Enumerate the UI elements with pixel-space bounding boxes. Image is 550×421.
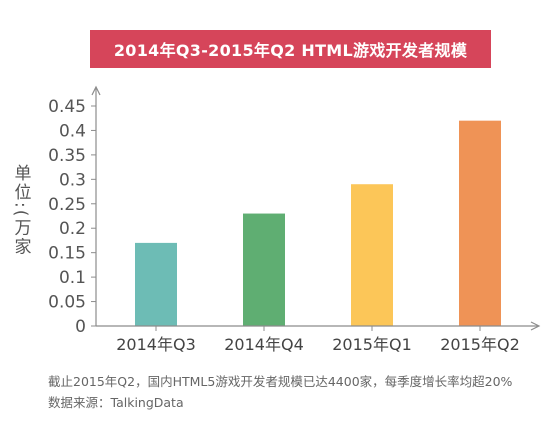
- chart-title: 2014年Q3-2015年Q2 HTML游戏开发者规模: [113, 41, 468, 60]
- title-banner: 2014年Q3-2015年Q2 HTML游戏开发者规模: [90, 30, 491, 68]
- x-tick-label: 2014年Q4: [224, 335, 304, 354]
- x-tick-label: 2015年Q1: [332, 335, 412, 354]
- y-tick-label: 0.05: [48, 293, 86, 313]
- x-tick-label: 2014年Q3: [116, 335, 196, 354]
- y-axis-ticks: 0 0.05 0.1 0.15 0.2 0.25 0.3 0.35 0.4 0.45: [48, 97, 96, 337]
- y-tick-label: 0: [75, 317, 86, 337]
- x-tick-label: 2015年Q2: [440, 335, 520, 354]
- y-tick-label: 0.4: [59, 121, 86, 141]
- bar: [459, 120, 501, 327]
- axes: [91, 85, 541, 331]
- bar: [243, 213, 285, 326]
- x-axis-arrow: [530, 321, 541, 331]
- bars: [135, 120, 501, 327]
- bar: [351, 184, 393, 326]
- x-axis-tick-labels: 2014年Q3 2014年Q4 2015年Q1 2015年Q2: [116, 326, 520, 354]
- y-tick-label: 0.1: [59, 268, 86, 288]
- y-axis-label: 单位:(万家: [10, 163, 31, 257]
- y-tick-label: 0.45: [48, 97, 86, 117]
- y-tick-label: 0.2: [59, 219, 86, 239]
- data-source: 数据来源：TalkingData: [48, 395, 184, 410]
- y-tick-label: 0.35: [48, 146, 86, 166]
- y-tick-label: 0.15: [48, 244, 86, 264]
- footnote: 截止2015年Q2，国内HTML5游戏开发者规模已达4400家，每季度增长率均超…: [48, 374, 513, 389]
- y-axis-label-box: 单位:(万家: [6, 150, 36, 270]
- y-tick-label: 0.25: [48, 195, 86, 215]
- bar: [135, 242, 177, 326]
- y-tick-label: 0.3: [59, 170, 86, 190]
- y-axis-arrow: [91, 85, 101, 96]
